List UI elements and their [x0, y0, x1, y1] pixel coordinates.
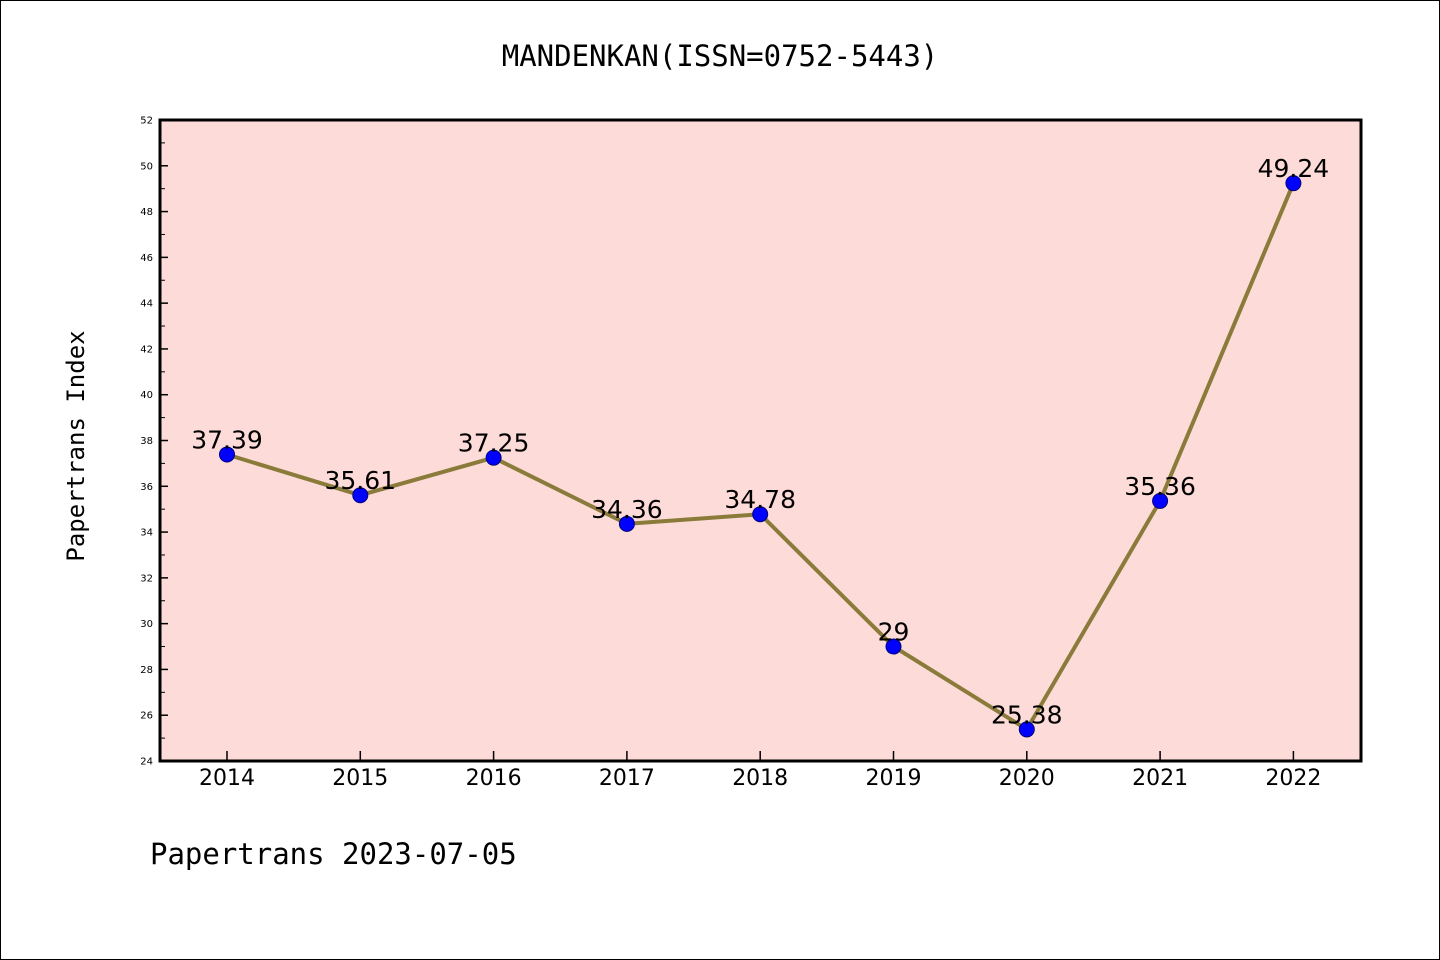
x-tick-label: 2017: [599, 766, 655, 791]
y-tick-label: 38: [140, 436, 153, 447]
data-label: 29: [878, 618, 910, 647]
data-point-marker: [1152, 492, 1169, 509]
data-label: 49.24: [1258, 154, 1330, 183]
data-label-group: 37.39 35.61 37.25 34.36 34.78 29 25.38 35.36 49.…: [191, 154, 1329, 729]
y-tick-label: 52: [140, 116, 153, 127]
x-tick-label: 2016: [466, 766, 522, 791]
y-axis: 24 26 28 30 32 34 36 38 40 42 44 46 48 50 52: [140, 116, 168, 768]
y-tick-label: 32: [140, 573, 153, 584]
marker-group: [219, 175, 1302, 738]
x-tick-label: 2014: [199, 766, 255, 791]
y-tick-label: 50: [140, 161, 153, 172]
x-tick-label: 2019: [866, 766, 922, 791]
y-tick-label: 34: [140, 528, 153, 539]
y-tick-label: 26: [140, 711, 153, 722]
y-tick-label: 30: [140, 619, 153, 630]
x-tick-label: 2018: [732, 766, 788, 791]
y-tick-label: 46: [140, 253, 153, 264]
x-axis: 2014 2015 2016 2017 2018 2019 2020 2021 2022: [199, 751, 1321, 791]
data-point-marker: [219, 446, 235, 463]
data-point-marker: [1285, 175, 1302, 192]
data-label: 35.61: [325, 466, 397, 495]
data-label: 25.38: [991, 700, 1063, 729]
data-point-marker: [485, 449, 502, 466]
data-label: 35.36: [1124, 472, 1196, 501]
data-point-marker: [1018, 721, 1035, 738]
data-label: 34.36: [591, 495, 663, 524]
x-tick-label: 2015: [332, 766, 388, 791]
data-point-marker: [885, 638, 902, 655]
data-label: 37.25: [458, 429, 530, 458]
plot-area: [158, 118, 1363, 763]
y-tick-label: 48: [140, 207, 153, 218]
y-axis-label: Papertrans Index: [62, 330, 90, 561]
y-tick-label: 42: [140, 344, 153, 355]
x-tick-label: 2020: [999, 766, 1055, 791]
data-point-marker: [618, 515, 635, 532]
y-tick-label: 44: [140, 299, 153, 310]
y-tick-label: 24: [140, 757, 153, 768]
data-point-marker: [352, 487, 369, 504]
x-tick-label: 2022: [1265, 766, 1321, 791]
y-tick-label: 28: [140, 665, 153, 676]
data-label: 34.78: [724, 485, 796, 514]
y-tick-label: 36: [140, 482, 153, 493]
data-label: 37.39: [191, 425, 263, 454]
chart-title: MANDENKAN(ISSN=0752-5443): [502, 39, 939, 73]
data-point-marker: [752, 506, 769, 523]
x-tick-label: 2021: [1132, 766, 1188, 791]
footer-text: Papertrans 2023-07-05: [150, 837, 517, 871]
y-tick-label: 40: [140, 390, 153, 401]
